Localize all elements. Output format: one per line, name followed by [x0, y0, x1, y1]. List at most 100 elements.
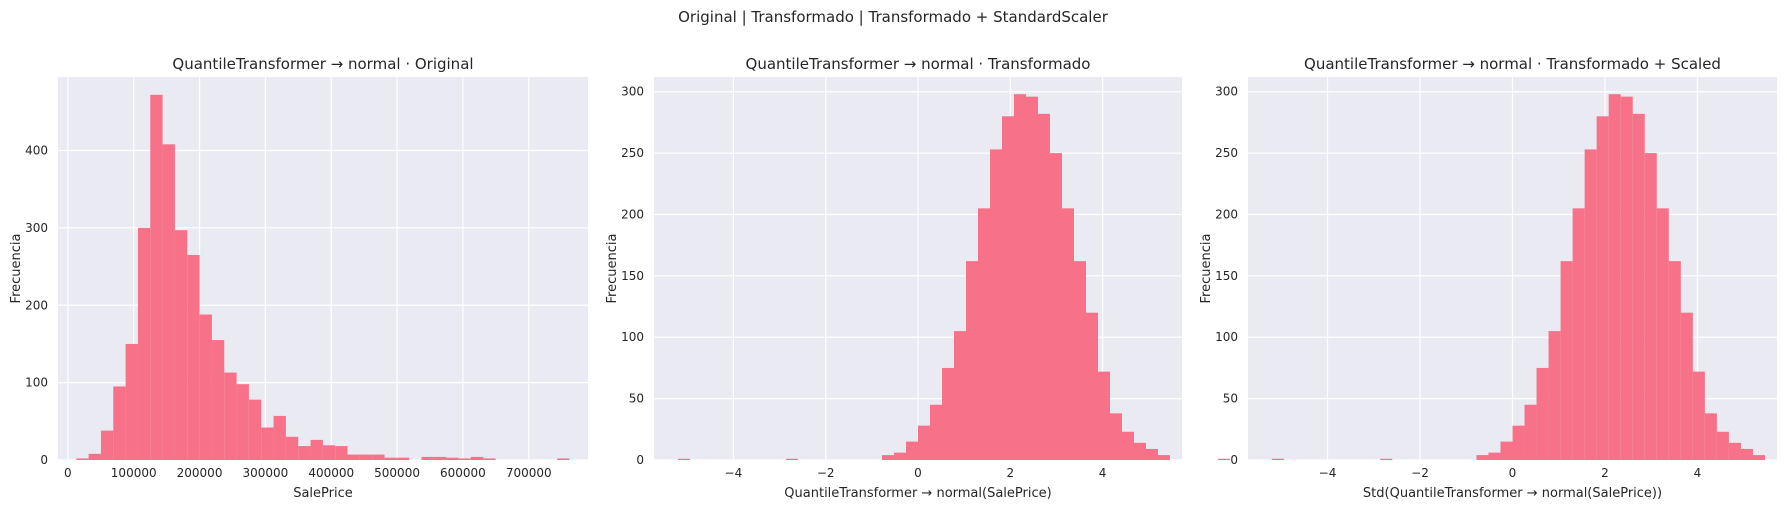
panel-1: 0 100000 200000 300000 400000 500000 600000 700…: [9, 55, 588, 501]
histogram-bar: [359, 454, 373, 460]
histogram-bar: [1704, 413, 1717, 460]
panel-title: QuantileTransformer → normal · Transform…: [746, 55, 1091, 73]
histogram-bar: [1668, 261, 1681, 460]
x-tick-label: 2: [1601, 466, 1609, 480]
histogram-bar: [372, 454, 385, 460]
histogram-bar: [1656, 208, 1669, 460]
panel-title: QuantileTransformer → normal · Transform…: [1304, 55, 1721, 73]
histogram-bar: [211, 340, 225, 460]
histogram-bar: [483, 458, 496, 460]
panel-2: −4 −2 0 2 4 0 50 100 150 200 250 300 QuantileTransfo…: [605, 55, 1350, 501]
x-tick-label: 0: [1509, 466, 1517, 480]
x-tick-label: 500000: [374, 466, 420, 480]
y-axis-label: Frecuencia: [1199, 234, 1214, 304]
histogram-bar: [1536, 367, 1549, 460]
y-axis-label: Frecuencia: [605, 234, 620, 304]
x-tick-label: −4: [1319, 466, 1337, 480]
histogram-bar: [113, 386, 126, 460]
y-tick-label: 100: [25, 376, 48, 390]
histogram-bar: [174, 230, 188, 460]
histogram-bar: [1620, 96, 1633, 461]
histogram-bar: [322, 445, 336, 460]
histogram-bar: [1692, 371, 1705, 460]
x-tick-label: 4: [1099, 466, 1107, 480]
histogram-bar: [1134, 442, 1146, 460]
y-tick-label: 250: [621, 146, 644, 160]
histogram-bar: [894, 452, 906, 460]
histogram-bar: [930, 404, 942, 460]
histogram-bar: [100, 430, 114, 460]
y-tick-label: 0: [40, 453, 48, 467]
y-tick-label: 200: [621, 207, 644, 221]
histogram-bar: [966, 261, 978, 460]
x-tick-label: −2: [1411, 466, 1429, 480]
panel-3: −4 −2 0 2 4 0 50 100 150 200 250 300 QuantileTransfo…: [1199, 55, 1777, 501]
y-tick-label: 150: [621, 269, 644, 283]
histogram-bar: [347, 454, 360, 460]
x-tick-label: 100000: [111, 466, 157, 480]
histogram-bar: [1512, 425, 1525, 460]
y-tick-label: 0: [1230, 453, 1238, 467]
y-tick-label: 50: [629, 392, 644, 406]
histogram-bar: [1584, 149, 1597, 461]
panel-title: QuantileTransformer → normal · Original: [172, 55, 473, 73]
histogram-bar: [446, 457, 459, 460]
histogram-bar: [678, 458, 690, 460]
histogram-bar: [1560, 261, 1573, 460]
histogram-bar: [150, 94, 163, 460]
y-tick-label: 100: [621, 330, 644, 344]
y-tick-label: 300: [25, 221, 48, 235]
y-tick-label: 250: [1215, 146, 1238, 160]
histogram-bar: [1146, 448, 1158, 460]
x-tick-label: −2: [817, 466, 835, 480]
histogram-bar: [1050, 153, 1062, 460]
histogram-bar: [1500, 441, 1513, 460]
histogram-bar: [1728, 442, 1741, 460]
histogram-bar: [1548, 331, 1561, 460]
histogram-bar: [458, 458, 471, 460]
histogram-bar: [199, 314, 212, 460]
x-tick-label: −4: [725, 466, 743, 480]
y-tick-label: 300: [621, 85, 644, 99]
histogram-bar: [1488, 452, 1501, 460]
histogram-bar: [187, 254, 200, 460]
histogram-bar: [310, 439, 323, 460]
histogram-bar: [1608, 94, 1621, 460]
x-tick-label: 400000: [308, 466, 354, 480]
histogram-bar: [1632, 113, 1645, 461]
histogram-bar: [882, 455, 894, 460]
histogram-bar: [384, 457, 397, 460]
histogram-bar: [1062, 208, 1074, 460]
histogram-bar: [224, 372, 237, 460]
x-tick-label: 200000: [177, 466, 223, 480]
histogram-bar: [1596, 116, 1609, 461]
histogram-bar: [470, 456, 484, 460]
histogram-bar: [978, 208, 990, 460]
histogram-bar: [248, 399, 262, 460]
histogram-bar: [1380, 458, 1393, 460]
histogram-bar: [236, 384, 249, 460]
histogram-bar: [906, 441, 918, 460]
histogram-bar: [433, 456, 447, 460]
histogram-bar: [1716, 431, 1729, 460]
histogram-bar: [261, 427, 274, 460]
histogram-bar: [1086, 312, 1098, 460]
x-tick-label: 300000: [242, 466, 288, 480]
histogram-bar: [335, 446, 348, 460]
x-tick-label: 0: [64, 466, 72, 480]
x-tick-label: 4: [1694, 466, 1702, 480]
x-axis-label: SalePrice: [293, 486, 353, 501]
histogram-bar: [1122, 431, 1134, 460]
histogram-bar: [1014, 94, 1026, 460]
y-axis-label: Frecuencia: [9, 234, 24, 304]
histogram-bar: [1644, 153, 1657, 460]
x-axis-label: Std(QuantileTransformer → normal(SalePri…: [1363, 486, 1662, 501]
histogram-bar: [942, 367, 954, 460]
histogram-bar: [273, 415, 286, 460]
histogram-bar: [1680, 312, 1693, 460]
histogram-bar: [1572, 208, 1585, 460]
y-tick-label: 50: [1223, 392, 1238, 406]
histogram-bar: [298, 446, 311, 460]
histogram-bar: [137, 227, 151, 460]
